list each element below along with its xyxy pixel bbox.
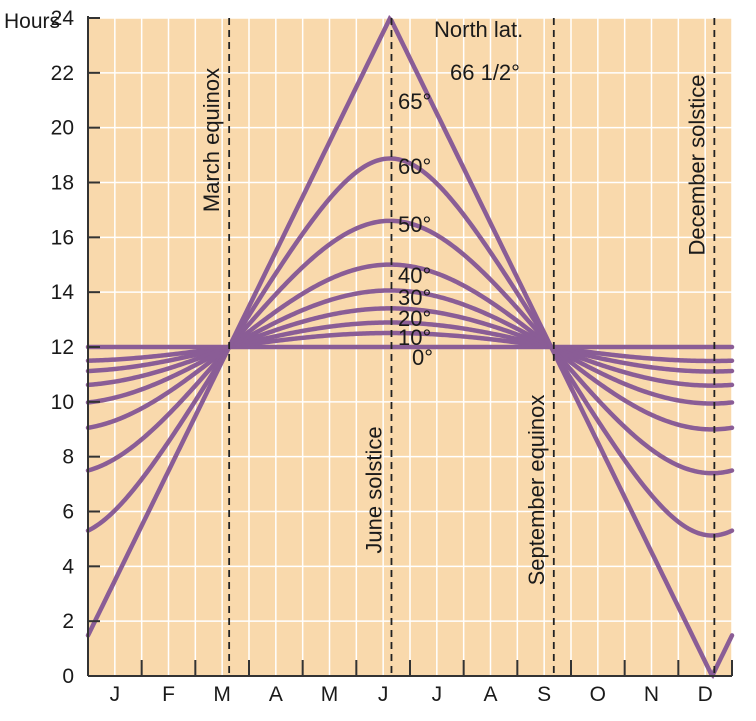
event-lines [228,18,716,676]
series-line-6 [85,218,735,476]
series-line-8 [85,15,735,679]
x-tick-label-5: J [378,683,389,706]
event-label-0: March equinox [199,68,224,212]
x-tick-label-7: A [483,683,497,706]
event-label-2: September equinox [524,395,549,586]
series-label-1: 10° [398,325,431,350]
series-label-2: 20° [398,306,431,331]
y-tick-label-22: 22 [51,62,74,85]
series-label-5: 50° [398,212,431,237]
y-tick-label-16: 16 [51,226,74,249]
y-tick-label-4: 4 [62,555,74,578]
y-tick-label-20: 20 [51,117,74,140]
y-tick-label-14: 14 [51,281,75,304]
y-tick-label-6: 6 [62,501,74,524]
y-tick-label-18: 18 [51,172,74,195]
series-line-3 [85,306,735,388]
series-label-0: 0° [412,345,433,370]
x-tick-label-8: S [537,683,551,706]
y-tick-label-12: 12 [51,336,74,359]
series-line-4 [85,288,735,406]
series-line-7 [85,156,735,538]
y-axis-title: Hours [4,10,60,33]
series-line-5 [85,262,735,432]
y-tick-label-10: 10 [51,391,74,414]
event-label-1: June solstice [361,426,386,553]
series-line-1 [85,330,735,364]
x-tick-label-3: A [269,683,283,706]
y-tick-label-2: 2 [62,610,74,633]
y-tick-label-0: 0 [62,665,74,688]
x-tick-label-0: J [110,683,121,706]
event-label-3: December solstice [684,75,709,256]
series-line-2 [85,320,735,374]
x-tick-label-4: M [321,683,339,706]
legend-title: North lat. [434,17,523,42]
y-tick-label-8: 8 [62,446,74,469]
x-tick-label-6: J [432,683,443,706]
curves [85,15,735,679]
y-tick-label-24: 24 [51,7,75,30]
x-tick-label-1: F [162,683,175,706]
series-label-4: 40° [398,263,431,288]
series-label-8: 66 1/2° [450,60,520,85]
axes [87,16,733,677]
x-tick-label-10: N [644,683,659,706]
series-label-6: 60° [398,154,431,179]
x-tick-label-2: M [213,683,231,706]
series-label-7: 65° [398,89,431,114]
x-tick-label-9: O [590,683,606,706]
series-label-3: 30° [398,285,431,310]
x-tick-label-11: D [698,683,713,706]
